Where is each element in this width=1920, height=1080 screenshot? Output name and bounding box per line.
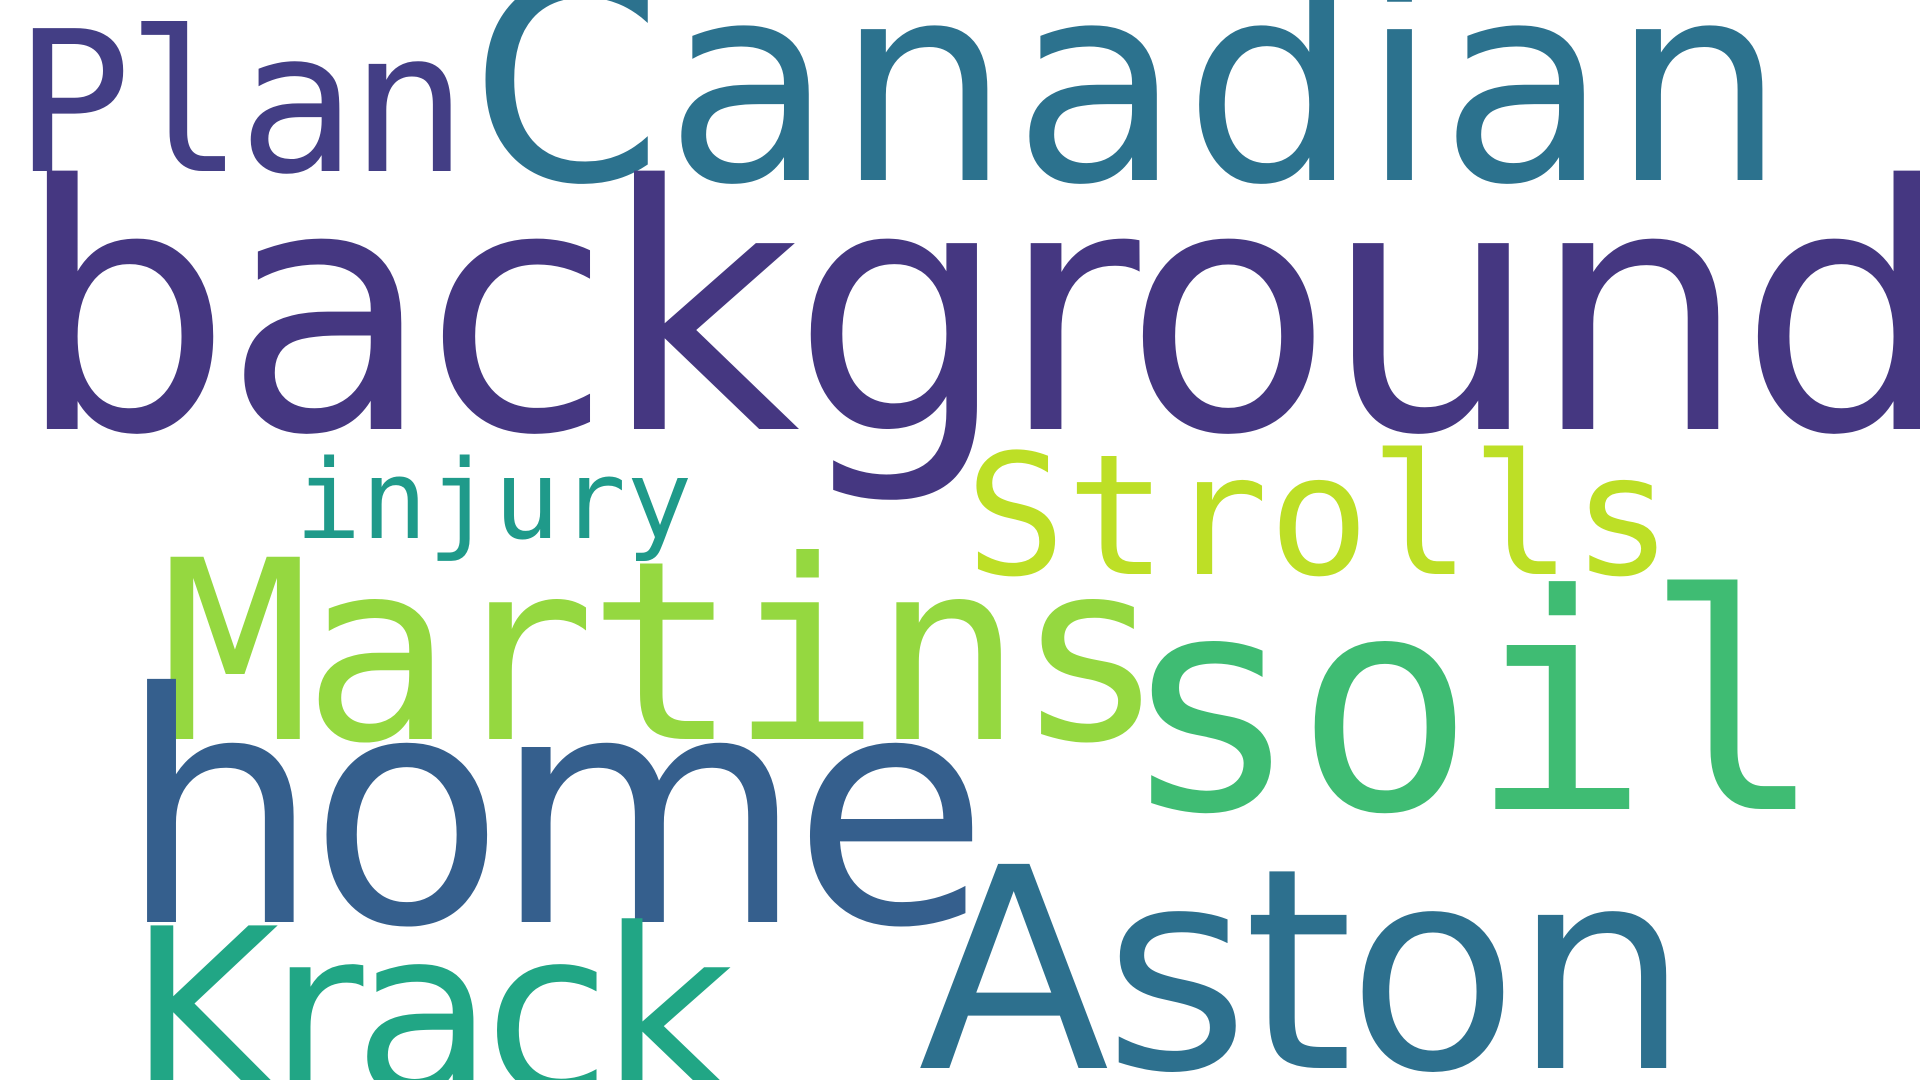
word-plan: Plan — [14, 0, 468, 218]
word-krack: Krack — [128, 881, 734, 1080]
word-background: background — [16, 114, 1920, 510]
word-strolls: Strolls — [965, 418, 1674, 614]
word-canadian: Canadian — [470, 0, 1788, 246]
word-home: home — [118, 626, 989, 998]
word-martins: Martins — [160, 507, 1166, 798]
word-soil: soil — [1120, 531, 1824, 880]
word-injury: injury — [295, 436, 693, 564]
word-aston: Aston — [918, 809, 1690, 1080]
